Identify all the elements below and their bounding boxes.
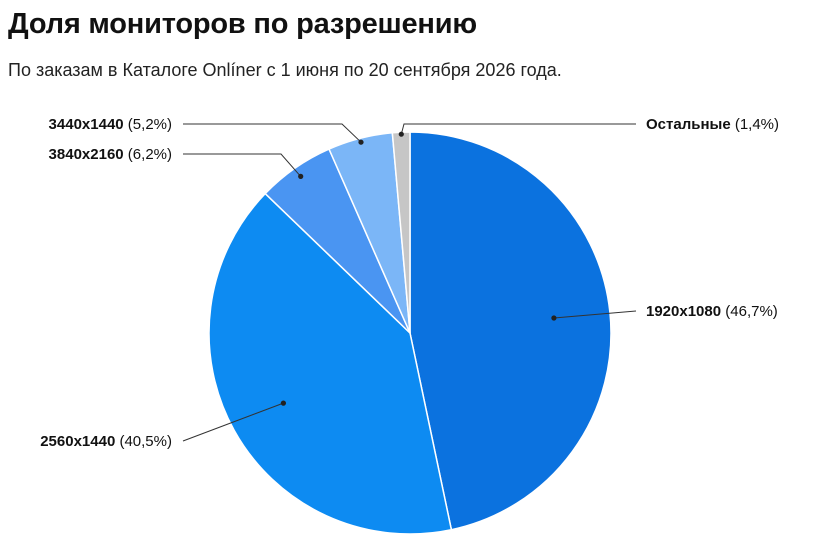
slice-label-name-3: 3440x1440 bbox=[49, 116, 124, 133]
leader-dot-1 bbox=[280, 400, 286, 406]
chart-title: Доля мониторов по разрешению bbox=[8, 8, 477, 40]
slice-label-value-0: (46,7%) bbox=[721, 303, 778, 320]
leader-line-1 bbox=[182, 402, 284, 442]
pie-labels: 1920x1080 (46,7%) 2560x1440 (40,5%) 3840x2… bbox=[40, 116, 779, 450]
pie-slice-1 bbox=[208, 192, 453, 535]
slice-label-value-2: (6,2%) bbox=[124, 146, 172, 163]
slice-label-4: Остальные (1,4%) bbox=[646, 116, 779, 133]
leader-line-2 bbox=[183, 153, 302, 177]
slice-label-2: 3840x2160 (6,2%) bbox=[49, 146, 172, 163]
leader-dot-4 bbox=[398, 131, 404, 137]
slice-label-0: 1920x1080 (46,7%) bbox=[646, 303, 778, 320]
slice-label-name-2: 3840x2160 bbox=[49, 146, 124, 163]
leader-dot-3 bbox=[358, 139, 364, 145]
slice-label-value-1: (40,5%) bbox=[115, 433, 172, 450]
pie-slices bbox=[208, 131, 612, 535]
slice-label-3: 3440x1440 (5,2%) bbox=[49, 116, 172, 133]
slice-label-1: 2560x1440 (40,5%) bbox=[40, 433, 172, 450]
slice-label-name-1: 2560x1440 bbox=[40, 433, 115, 450]
leader-dot-0 bbox=[551, 315, 557, 321]
leader-line-4 bbox=[400, 123, 636, 135]
leader-line-0 bbox=[553, 310, 637, 319]
slice-label-name-0: 1920x1080 bbox=[646, 303, 721, 320]
leader-dot-2 bbox=[298, 173, 304, 179]
slice-label-value-4: (1,4%) bbox=[731, 116, 779, 133]
slice-label-name-4: Остальные bbox=[646, 116, 731, 133]
chart-subtitle: По заказам в Каталоге Onlíner с 1 июня п… bbox=[8, 60, 562, 80]
slice-label-value-3: (5,2%) bbox=[124, 116, 172, 133]
leader-line-3 bbox=[183, 123, 362, 143]
pie-slice-0 bbox=[409, 131, 612, 531]
